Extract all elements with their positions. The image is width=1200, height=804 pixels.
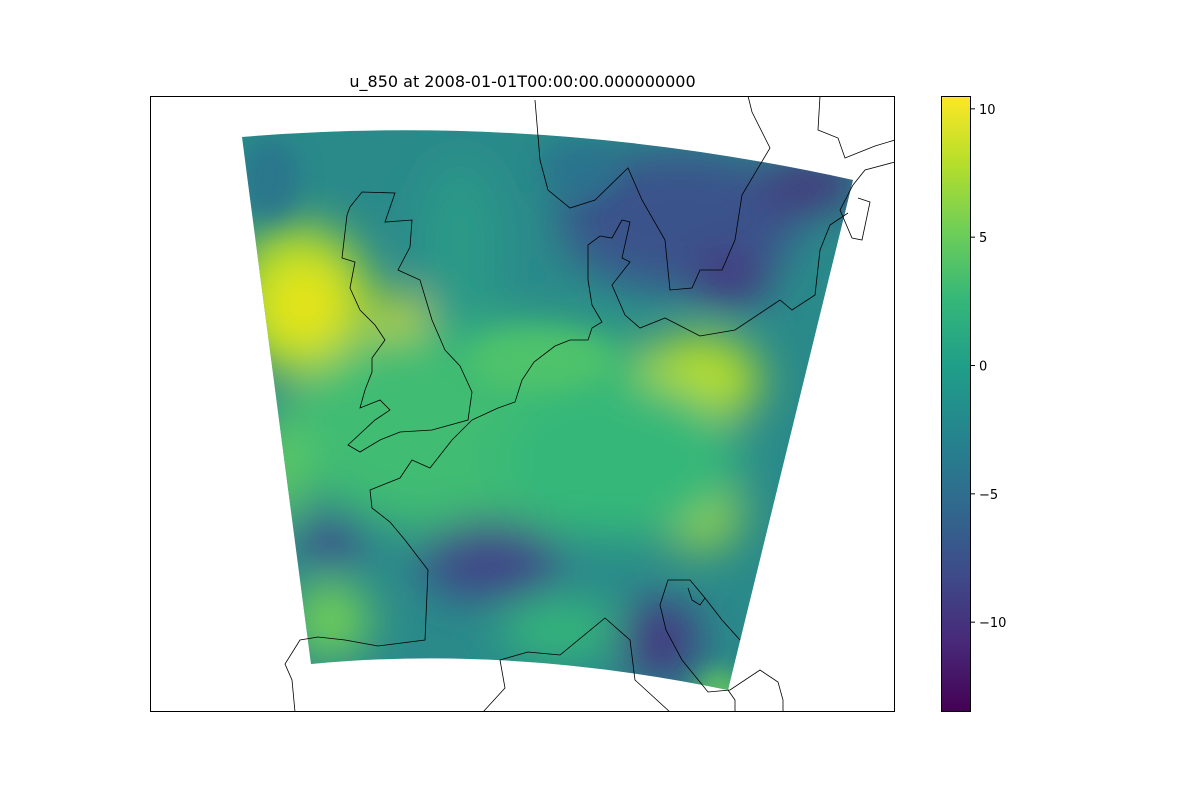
colorbar-tick-label: −10 [979, 616, 1006, 631]
colorbar-tick-label: 5 [979, 231, 987, 246]
colorbar-frame [941, 96, 971, 712]
plot-title: u_850 at 2008-01-01T00:00:00.000000000 [349, 72, 696, 91]
colorbar: 10 5 0 −5 −10 [941, 96, 1006, 712]
wind-field [242, 130, 853, 691]
colorbar-tick-label: 0 [979, 360, 987, 375]
colorbar-ticks: 10 5 0 −5 −10 [971, 103, 1006, 631]
coastlines [284, 96, 895, 712]
map-axes-frame [150, 96, 895, 712]
colorbar-gradient [941, 96, 971, 712]
colorbar-tick-label: −5 [979, 488, 998, 503]
colorbar-tick-label: 10 [979, 103, 996, 118]
